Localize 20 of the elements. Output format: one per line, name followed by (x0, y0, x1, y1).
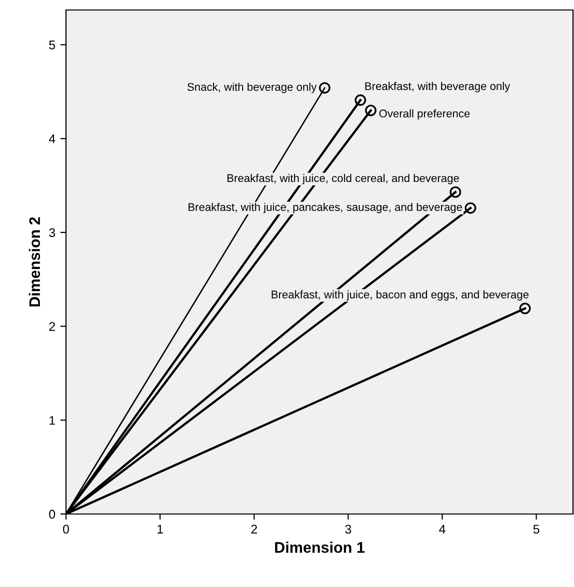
x-tick-label: 2 (251, 524, 257, 534)
y-tick-label: 4 (48, 134, 56, 144)
x-tick-label: 4 (439, 524, 446, 534)
y-axis-title: Dimension 2 (28, 217, 40, 306)
y-tick-label: 5 (49, 40, 56, 50)
x-tick-label: 1 (158, 524, 163, 534)
series-label: Overall preference (379, 109, 470, 120)
series-label: Breakfast, with juice, bacon and eggs, and beverage (272, 290, 529, 301)
series-label: Breakfast, with juice, cold cereal, and beverage (228, 174, 459, 184)
y-tick-label: 0 (49, 510, 56, 519)
x-axis-title: Dimension 1 (275, 542, 364, 553)
x-tick-label: 5 (533, 524, 540, 534)
series-label: Breakfast, with beverage only (365, 82, 510, 92)
series-label: Snack, with beverage only (187, 82, 317, 94)
x-tick-label: 3 (345, 524, 352, 534)
x-tick-label: 0 (63, 524, 69, 534)
y-tick-label: 3 (49, 228, 56, 238)
y-tick-label: 1 (50, 416, 55, 425)
series-label: Breakfast, with juice, pancakes, sausage, and beverage (188, 202, 462, 214)
y-tick-label: 2 (49, 322, 55, 331)
